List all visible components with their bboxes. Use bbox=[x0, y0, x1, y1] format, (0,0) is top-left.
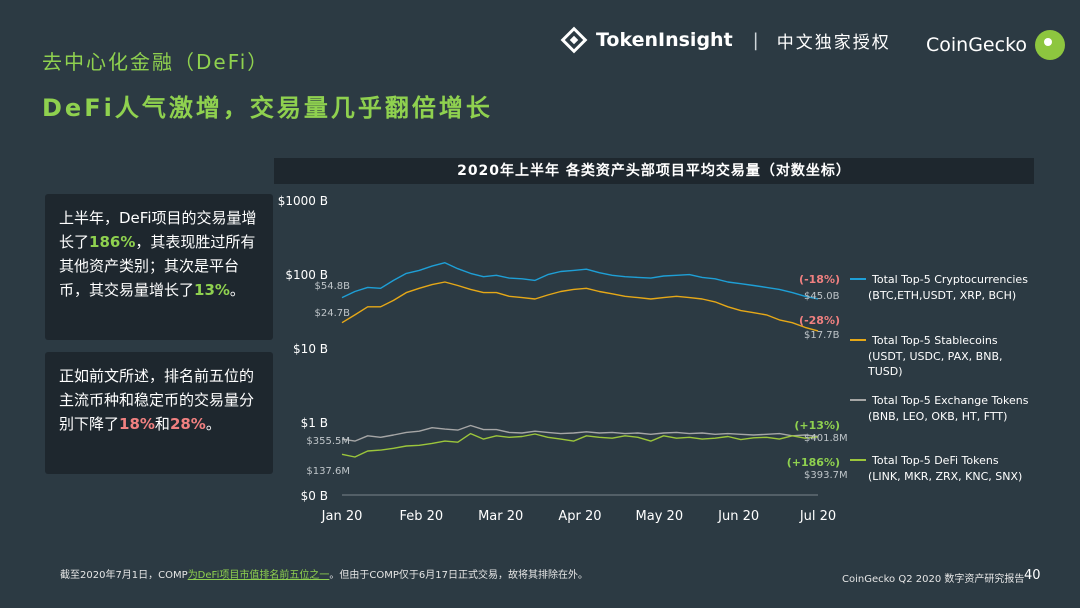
box2-text-1: 正如前文所述，排名前五位的主流币种和稳定币的交易量分别下降了 bbox=[59, 367, 255, 433]
x-tick-label: Jun 20 bbox=[717, 509, 759, 524]
box1-text-3: 。 bbox=[229, 281, 245, 299]
tokeninsight-logo-icon bbox=[560, 26, 588, 54]
x-tick-label: Jul 20 bbox=[799, 509, 836, 524]
series-line-exchange bbox=[341, 424, 819, 442]
end-value-label-crypto: $45.0B bbox=[804, 291, 840, 302]
legend-label-crypto: Total Top-5 Cryptocurrencies bbox=[871, 273, 1028, 286]
y-tick-label: $0 B bbox=[301, 489, 328, 503]
series-line-crypto bbox=[341, 261, 819, 300]
section-title: 去中心化金融（DeFi） bbox=[42, 50, 270, 74]
start-value-label-exchange: $355.5M bbox=[306, 436, 350, 447]
coingecko-brand: CoinGecko bbox=[926, 30, 1066, 60]
legend-label-defi: Total Top-5 DeFi Tokens bbox=[871, 454, 999, 467]
start-value-label-defi: $137.6M bbox=[306, 466, 350, 477]
end-value-label-exchange: $401.8M bbox=[804, 433, 848, 444]
x-tick-label: Apr 20 bbox=[558, 509, 601, 524]
report-name: CoinGecko Q2 2020 数字资产研究报告 bbox=[842, 574, 1025, 585]
box1-defi-growth: 186% bbox=[89, 233, 136, 251]
x-tick-label: Jan 20 bbox=[321, 509, 363, 524]
end-value-label-defi: $393.7M bbox=[804, 470, 848, 481]
footnote: 截至2020年7月1日，COMP为DeFi项目市值排名前五位之一。但由于COMP… bbox=[60, 566, 588, 581]
change-label-exchange: (+13%) bbox=[794, 419, 840, 432]
legend-sublabel-crypto: (BTC,ETH,USDT, XRP, BCH) bbox=[868, 289, 1016, 302]
change-label-stable: (-28%) bbox=[799, 314, 840, 327]
box2-text-2: 和 bbox=[154, 415, 170, 433]
coingecko-logo-icon bbox=[1035, 30, 1066, 60]
legend-label-exchange: Total Top-5 Exchange Tokens bbox=[871, 394, 1029, 407]
footnote-text-2: 。但由于COMP仅于6月17日正式交易，故将其排除在外。 bbox=[329, 570, 588, 581]
footnote-text-1: 截至2020年7月1日，COMP bbox=[60, 570, 188, 581]
x-tick-label: May 20 bbox=[636, 509, 684, 524]
legend-sublabel-stable: TUSD) bbox=[867, 365, 903, 378]
tokeninsight-brand: TokenInsight | 中文独家授权 bbox=[560, 26, 891, 54]
box1-text-1: 上半年，DeFi项目的交易量增长了 bbox=[59, 209, 257, 251]
page-number: 40 bbox=[1024, 568, 1041, 583]
box2-crypto-decline: 18% bbox=[119, 415, 155, 433]
change-label-crypto: (-18%) bbox=[799, 273, 840, 286]
y-tick-label: $100 B bbox=[285, 268, 328, 282]
legend-sublabel-stable: (USDT, USDC, PAX, BNB, bbox=[868, 350, 1003, 363]
insight-box-defi: 上半年，DeFi项目的交易量增长了186%，其表现胜过所有其他资产类别；其次是平… bbox=[45, 194, 273, 340]
start-value-label-stable: $24.7B bbox=[315, 308, 351, 319]
start-value-label-crypto: $54.8B bbox=[315, 281, 351, 292]
box2-text-3: 。 bbox=[205, 415, 221, 433]
series-line-stable bbox=[341, 281, 819, 332]
change-label-defi: (+186%) bbox=[787, 456, 840, 469]
x-tick-label: Feb 20 bbox=[399, 509, 443, 524]
tokeninsight-name: TokenInsight bbox=[596, 29, 733, 51]
legend-sublabel-exchange: (BNB, LEO, OKB, HT, FTT) bbox=[868, 410, 1007, 423]
insight-box-decline: 正如前文所述，排名前五位的主流币种和稳定币的交易量分别下降了18%和28%。 bbox=[45, 352, 273, 474]
coingecko-name: CoinGecko bbox=[926, 34, 1028, 56]
volume-line-chart: $1000 B $100 B $10 B $1 B $0 B Jan 20 Feb 20 Ma… bbox=[278, 194, 1029, 524]
y-tick-label: $1000 B bbox=[278, 194, 328, 208]
legend-label-stable: Total Top-5 Stablecoins bbox=[871, 334, 998, 347]
y-tick-label: $1 B bbox=[301, 416, 328, 430]
box1-exchange-growth: 13% bbox=[194, 281, 230, 299]
series-line-defi bbox=[341, 432, 819, 458]
brand-separator: | bbox=[752, 29, 759, 51]
chart-title: 2020年上半年 各类资产头部项目平均交易量（对数坐标） bbox=[274, 158, 1034, 184]
footnote-link[interactable]: 为DeFi项目市值排名前五位之一 bbox=[187, 570, 330, 581]
end-value-label-stable: $17.7B bbox=[804, 330, 840, 341]
box1-text-2: ，其表现胜过所有其他资产类别；其次是平台币，其交易量增长了 bbox=[59, 233, 256, 299]
authorization-label: 中文独家授权 bbox=[776, 32, 891, 53]
box2-stable-decline: 28% bbox=[169, 415, 206, 433]
y-tick-label: $10 B bbox=[293, 342, 328, 356]
legend-sublabel-defi: (LINK, MKR, ZRX, KNC, SNX) bbox=[868, 470, 1022, 483]
x-tick-label: Mar 20 bbox=[478, 509, 523, 524]
page-headline: DeFi人气激增，交易量几乎翻倍增长 bbox=[42, 94, 493, 122]
